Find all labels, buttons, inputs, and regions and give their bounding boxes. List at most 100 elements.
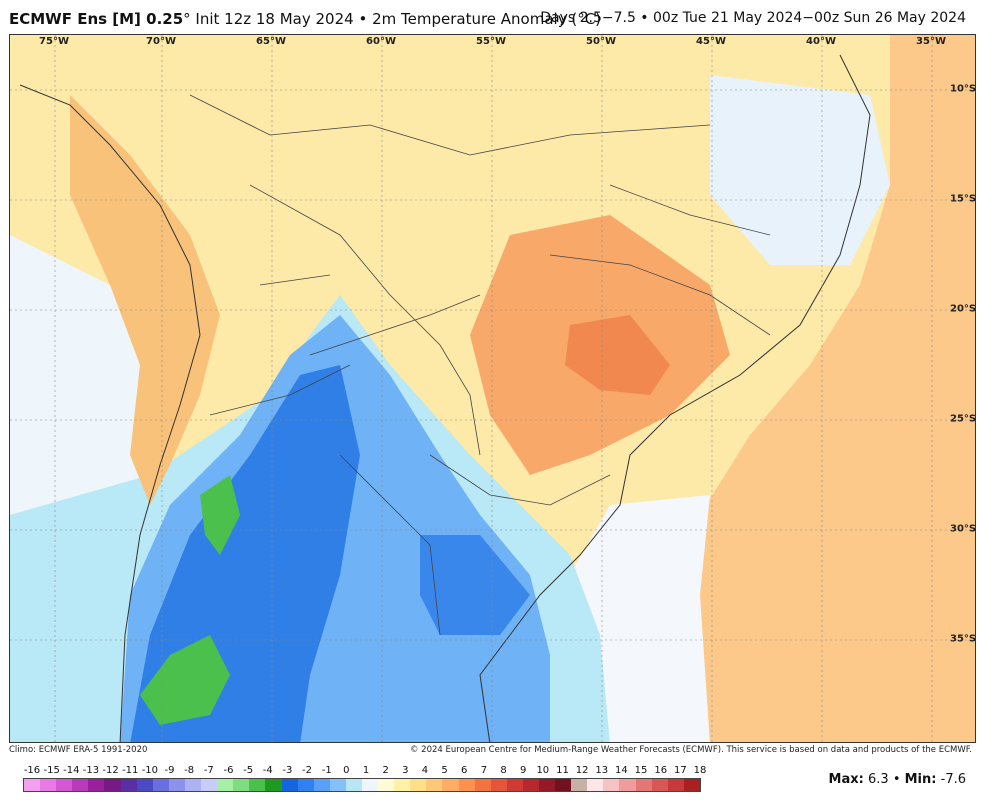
color-scale-tick: -16 (23, 765, 41, 776)
color-swatch (378, 779, 395, 791)
color-swatch (88, 779, 105, 791)
chart-title: ECMWF Ens [M] 0.25° Init 12z 18 May 2024… (9, 10, 601, 28)
lon-label-70w: 70°W (146, 36, 176, 47)
lat-label-35s: 35°S (950, 633, 977, 645)
title-detail: ° Init 12z 18 May 2024 • 2m Temperature … (183, 10, 602, 28)
lon-label-50w: 50°W (586, 36, 616, 47)
color-scale-tick: -9 (164, 765, 175, 776)
color-scale-tick: 2 (382, 765, 389, 776)
max-min-readout: Max: 6.3 • Min: -7.6 (828, 772, 966, 787)
color-swatch (651, 779, 668, 791)
northeast-pale (710, 75, 890, 265)
color-scale-tick: -6 (223, 765, 234, 776)
color-swatch (555, 779, 572, 791)
lon-label-40w: 40°W (806, 36, 836, 47)
color-swatch (72, 779, 89, 791)
color-scale-tick: 18 (693, 765, 707, 776)
anomaly-map (9, 34, 976, 743)
color-scale-bar (23, 778, 701, 792)
andes-warm-strip (70, 95, 220, 505)
color-scale-tick: 1 (362, 765, 370, 776)
lon-label-65w: 65°W (256, 36, 286, 47)
color-swatch (297, 779, 314, 791)
color-swatch (136, 779, 153, 791)
copyright-note: © 2024 European Centre for Medium-Range … (409, 745, 972, 755)
lat-label-25s: 25°S (950, 413, 977, 425)
color-swatch (265, 779, 282, 791)
color-swatch (281, 779, 298, 791)
color-swatch (233, 779, 250, 791)
color-swatch (184, 779, 202, 791)
title-model: ECMWF Ens [M] 0.25 (9, 10, 184, 28)
lat-label-10s: 10°S (950, 83, 977, 95)
color-swatch (56, 779, 73, 791)
color-swatch (426, 779, 443, 791)
color-scale-tick: 13 (595, 765, 609, 776)
color-scale-tick: -15 (43, 765, 60, 776)
color-swatch (394, 779, 411, 791)
color-swatch (168, 779, 185, 791)
color-swatch (587, 779, 604, 791)
coastline (19, 54, 871, 742)
color-scale-tick: -12 (102, 765, 119, 776)
river-plate-land (420, 535, 530, 635)
color-scale-tick: 4 (421, 765, 429, 776)
color-scale-tick: 12 (575, 765, 589, 776)
color-swatch (539, 779, 556, 791)
color-scale-tick: -3 (282, 765, 293, 776)
color-scale-tick: -14 (63, 765, 80, 776)
color-swatch (361, 779, 379, 791)
color-swatch (683, 779, 700, 791)
color-swatch (522, 779, 539, 791)
color-scale-tick: -4 (262, 765, 273, 776)
color-swatch (442, 779, 459, 791)
max-value: 6.3 (868, 772, 889, 787)
color-scale-tick: 15 (634, 765, 648, 776)
color-swatch (506, 779, 523, 791)
lon-label-75w: 75°W (39, 36, 69, 47)
color-swatch (104, 779, 121, 791)
lon-label-55w: 55°W (476, 36, 506, 47)
climo-note: Climo: ECMWF ERA-5 1991-2020 (9, 745, 148, 755)
lat-label-30s: 30°S (950, 523, 977, 535)
header: ECMWF Ens [M] 0.25° Init 12z 18 May 2024… (0, 0, 984, 34)
min-label: Min (904, 772, 932, 787)
color-scale-tick: -2 (302, 765, 313, 776)
lon-label-35w: 35°W (916, 36, 946, 47)
color-scale-tick: -7 (203, 765, 214, 776)
color-scale-tick: -10 (141, 765, 159, 776)
color-swatch (249, 779, 266, 791)
cold-south-green (140, 635, 230, 725)
color-swatch (603, 779, 620, 791)
cold-andes-green (200, 475, 240, 555)
color-swatch (40, 779, 57, 791)
color-scale-tick: -11 (122, 765, 139, 776)
color-swatch (410, 779, 427, 791)
color-swatch (329, 779, 346, 791)
color-scale-tick: 5 (441, 765, 448, 776)
color-swatch (313, 779, 330, 791)
color-swatch (490, 779, 507, 791)
color-swatch (120, 779, 137, 791)
color-scale-tick: -8 (184, 765, 195, 776)
borders (189, 94, 771, 636)
color-swatch (24, 779, 41, 791)
color-scale-tick: 8 (500, 765, 507, 776)
color-scale-tick: -13 (82, 765, 100, 776)
color-swatch (667, 779, 684, 791)
ocean-east-warm (690, 35, 975, 742)
color-scale-tick: 7 (480, 765, 488, 776)
lon-label-45w: 45°W (696, 36, 726, 47)
color-scale-tick: 11 (556, 765, 569, 776)
color-scale-tick: -5 (243, 765, 254, 776)
color-scale-tick: 10 (536, 765, 550, 776)
map-canvas (10, 35, 975, 742)
color-swatch (474, 779, 491, 791)
lat-label-15s: 15°S (950, 193, 977, 205)
color-swatch (201, 779, 218, 791)
color-scale-tick: 3 (402, 765, 409, 776)
valid-period: Days 2.5−7.5 • 00z Tue 21 May 2024−00z S… (540, 10, 966, 26)
color-scale-tick: 16 (654, 765, 668, 776)
color-swatch (345, 779, 362, 791)
color-swatch (619, 779, 636, 791)
